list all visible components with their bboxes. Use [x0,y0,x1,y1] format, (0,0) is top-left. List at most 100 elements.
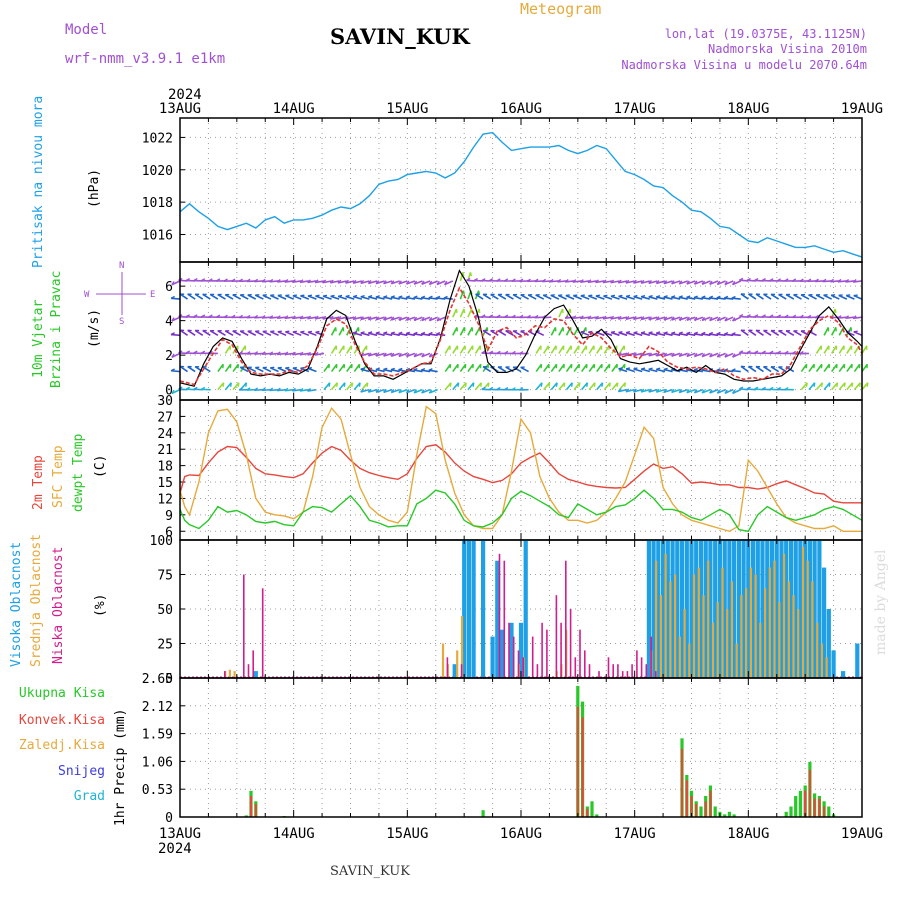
wind-arrow-head [601,382,604,387]
wind-arrow [323,382,331,391]
wind-arrow-head [671,352,675,357]
wind-arrow [648,332,658,337]
wind-arrow [375,296,385,300]
precip-bar [823,806,826,817]
wind-arrow-head [648,279,652,284]
wind-arrow [610,331,620,337]
wind-arrow-head [829,278,834,283]
wind-arrow [724,280,734,286]
wind-arrow-head [360,388,365,393]
wind-arrow [731,333,741,337]
wind-arrow-head [511,278,516,282]
wind-arrow [686,296,696,300]
wind-arrow-head [360,331,365,334]
wind-arrow [452,308,458,318]
wind-arrow [170,333,181,337]
wind-arrow [580,316,590,320]
wind-arrow [618,331,628,337]
cloud-bar [446,657,449,678]
wind-arrow-head [511,350,516,355]
wind-arrow-head [496,386,501,391]
cloud-bar [683,609,686,678]
wind-arrow [618,295,628,300]
wind-arrow-head [360,316,365,321]
wind-arrow [375,388,385,393]
cloud-bar [741,540,746,678]
wind-arrow-head [466,277,471,282]
wind-arrow-head [663,316,668,321]
cloud-bar [460,615,464,678]
wind-arrow [187,293,196,300]
wind-arrow [171,388,181,395]
wind-arrow [716,388,726,394]
wind-arrow [383,368,393,373]
cloud-bar [678,636,681,678]
cloud-bar [778,602,781,678]
wind-arrow [550,294,560,300]
wind-arrow-head [866,382,869,387]
wind-arrow-head [633,316,637,320]
cloud-bar [792,595,795,678]
wind-arrow-head [724,280,728,285]
wind-arrow [406,388,416,394]
wind-arrow-head [353,331,358,334]
wind-arrow [778,366,787,373]
wind-arrow [580,331,590,337]
wind-arrow-head [405,280,410,285]
cloud-bar [801,546,805,678]
wind-arrow-head [231,314,236,319]
wind-arrow-head [322,279,327,284]
wind-arrow [754,352,764,355]
wind-arrow [467,326,473,336]
wind-arrow [640,295,651,300]
precip-bar [695,803,698,817]
wind-arrow-head [291,387,296,392]
wind-arrow-head [292,366,297,369]
wind-arrow-head [223,278,228,282]
wind-arrow-head [398,331,403,335]
cloud-bar [768,567,771,678]
wind-arrow [307,316,317,320]
wind-arrow-head [837,278,842,283]
wind-arrow-head [663,280,668,285]
wind-arrow [656,332,666,337]
wind-arrow-head [828,382,831,387]
wind-arrow [368,280,378,285]
wind-arrow-head [428,316,433,322]
cloud-bar [760,540,765,678]
wind-arrow-head [739,350,744,354]
wind-arrow-head [693,389,698,394]
y-tick-label: 2 [165,349,173,364]
wind-arrow [709,316,719,322]
wind-arrow [618,368,628,373]
cloud-bar [661,540,666,678]
cloud-bar [773,560,776,678]
wind-arrow-head [602,279,607,284]
cloud-bar [732,540,737,678]
wind-arrow [861,382,869,391]
wind-arrow-head [572,315,577,319]
time-label-bottom: 15AUG [386,826,428,842]
wind-arrow [845,316,855,319]
cloud-bar [669,581,672,678]
wind-arrow-head [337,279,342,284]
wind-arrow [383,352,393,357]
wind-arrow-head [171,353,175,358]
wind-arrow-head [678,280,683,285]
wind-arrow [467,308,473,318]
wind-arrow-head [261,278,266,283]
wind-arrow [444,382,452,391]
wind-arrow [557,294,567,300]
cloud-bar [716,602,719,678]
precip-bar [732,814,736,817]
wind-arrow-head [360,367,365,370]
wind-arrow [527,294,537,300]
time-label-bottom: 19AUG [841,826,883,842]
wind-arrow-head [716,368,721,372]
wind-arrow-head [307,330,313,333]
wind-arrow [800,330,810,337]
cloud-unit: (%) [93,594,108,617]
wind-arrow-head [413,316,418,321]
wind-arrow [232,294,242,300]
wind-arrow [603,295,613,300]
